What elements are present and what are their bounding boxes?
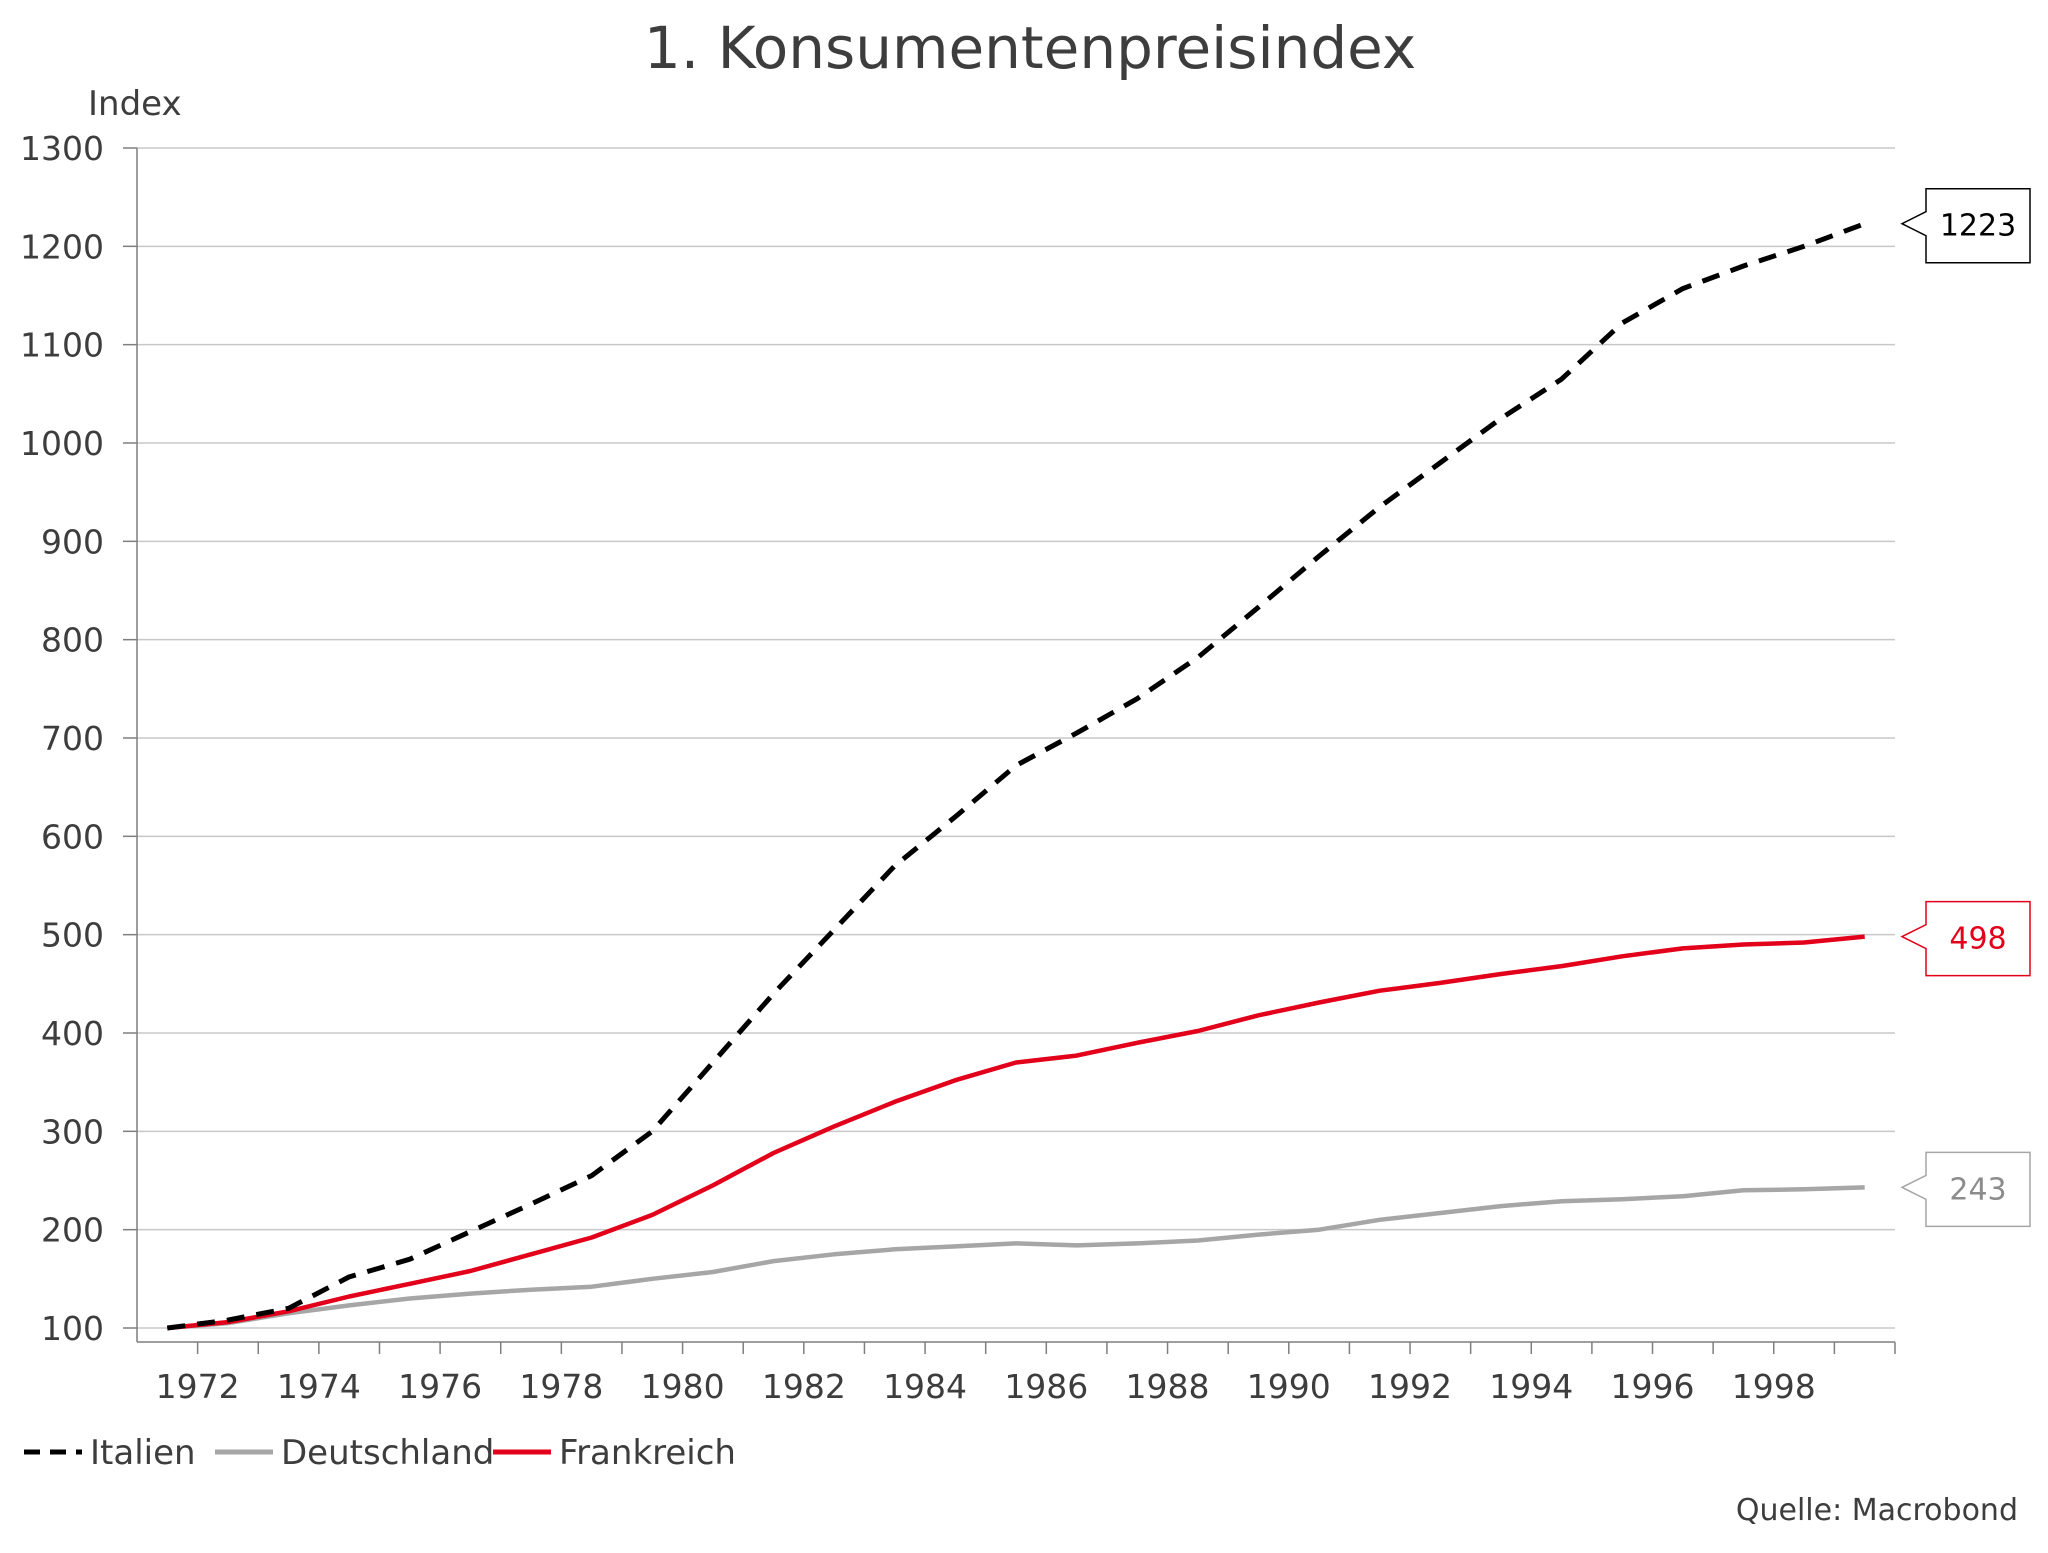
series-lines [166,221,1866,1331]
y-tick-label: 100 [41,1309,104,1348]
legend-label-frankreich: Frankreich [559,1433,736,1473]
end-label-box-deutschland [1900,1151,2031,1228]
end-label-deutschland: 243 [1949,1172,2006,1207]
legend-label-deutschland: Deutschland [281,1433,494,1473]
end-label-italien: 1223 [1940,209,2016,244]
x-tick-label: 1982 [762,1367,846,1406]
series-line-italien [166,221,1866,1331]
legend: Italien Deutschland Frankreich [24,1433,736,1473]
y-axis-unit-label: Index [88,84,182,124]
x-tick-label: 1984 [883,1367,967,1406]
x-axis-ticks: 1972 1974 1976 1978 1980 1982 1984 1986 1988 1990… [156,1342,1896,1406]
axes [136,148,1895,1343]
legend-label-italien: Italien [90,1433,196,1473]
x-tick-label: 1988 [1126,1367,1210,1406]
series-line-frankreich [167,934,1865,1331]
x-tick-label: 1998 [1732,1367,1816,1406]
y-tick-label: 1000 [20,424,104,463]
x-tick-label: 1990 [1247,1367,1331,1406]
chart-title: 1. Konsumentenpreisindex [644,14,1416,82]
y-tick-label: 400 [41,1014,104,1053]
y-axis-ticks: 100 200 300 400 500 600 700 800 900 1000 1100 1200 1… [20,129,137,1348]
x-tick-label: 1996 [1611,1367,1695,1406]
y-tick-label: 1300 [20,129,104,168]
x-tick-label: 1992 [1368,1367,1452,1406]
x-tick-label: 1978 [519,1367,603,1406]
x-tick-label: 1974 [277,1367,361,1406]
y-tick-label: 1200 [20,227,104,266]
y-tick-label: 300 [41,1112,104,1151]
y-tick-label: 500 [41,916,104,955]
x-tick-label: 1980 [641,1367,725,1406]
x-tick-label: 1972 [156,1367,240,1406]
y-tick-label: 800 [41,621,104,660]
y-tick-label: 200 [41,1211,104,1250]
y-tick-label: 600 [41,817,104,856]
end-label-box-italien [1900,187,2031,264]
x-tick-label: 1994 [1489,1367,1573,1406]
end-value-labels: 1223 243 498 [1900,187,2031,1228]
series-line-deutschland [167,1185,1865,1331]
gridlines [137,147,1895,1329]
end-label-box-frankreich [1900,900,2031,977]
source-note: Quelle: Macrobond [1736,1493,2018,1528]
x-tick-label: 1976 [398,1367,482,1406]
y-tick-label: 900 [41,522,104,561]
y-tick-label: 1100 [20,326,104,365]
end-label-frankreich: 498 [1949,922,2006,957]
x-tick-label: 1986 [1004,1367,1088,1406]
y-tick-label: 700 [41,719,104,758]
